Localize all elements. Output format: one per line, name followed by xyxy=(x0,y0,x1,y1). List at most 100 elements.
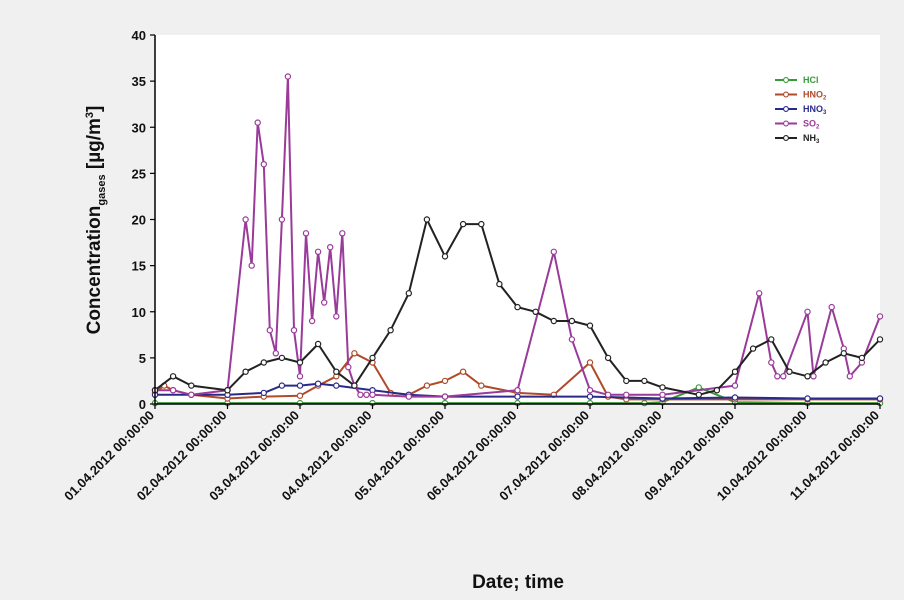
y-tick-label: 30 xyxy=(132,120,146,135)
data-point xyxy=(514,303,521,311)
data-point xyxy=(314,340,322,348)
data-point xyxy=(804,308,811,315)
data-point xyxy=(441,377,449,385)
data-point xyxy=(333,313,340,320)
data-point xyxy=(308,317,316,325)
data-point xyxy=(659,384,666,391)
data-point xyxy=(731,368,739,375)
data-point xyxy=(822,359,829,366)
data-point xyxy=(284,73,292,80)
data-point xyxy=(188,382,195,389)
data-point xyxy=(272,350,279,357)
legend-item: HNO3 xyxy=(775,104,827,116)
data-point xyxy=(478,382,485,389)
data-point xyxy=(876,313,884,320)
legend-item: SO2 xyxy=(775,119,820,131)
series-3 xyxy=(151,73,884,400)
data-point xyxy=(441,253,449,260)
legend-item: HCl xyxy=(775,75,819,85)
data-point xyxy=(840,350,848,357)
data-point xyxy=(260,160,267,168)
data-point xyxy=(623,377,630,385)
data-point xyxy=(321,299,328,306)
data-point xyxy=(695,391,703,398)
data-point xyxy=(532,308,539,315)
data-point xyxy=(641,399,648,407)
y-axis-title-unit: [µg/m xyxy=(84,118,105,174)
data-point xyxy=(623,391,630,398)
data-point xyxy=(345,363,352,371)
data-point xyxy=(290,327,298,334)
data-point xyxy=(357,391,364,398)
data-point xyxy=(405,290,412,297)
data-point xyxy=(604,354,612,362)
data-point xyxy=(514,387,521,394)
data-point xyxy=(296,359,304,366)
data-point xyxy=(550,317,558,325)
data-point xyxy=(369,354,376,362)
legend-item: NH3 xyxy=(775,133,820,145)
data-point xyxy=(339,230,346,237)
data-point xyxy=(514,393,521,400)
data-point xyxy=(810,373,817,380)
plot-area xyxy=(155,35,880,404)
data-point xyxy=(604,391,612,398)
legend-label: SO2 xyxy=(803,119,820,131)
data-point xyxy=(169,387,177,394)
legend-swatch-marker xyxy=(783,120,789,127)
data-point xyxy=(768,359,775,366)
data-point xyxy=(774,373,781,380)
legend-swatch-marker xyxy=(783,135,789,141)
y-tick-label: 15 xyxy=(132,259,146,274)
data-point xyxy=(278,382,286,389)
data-point xyxy=(846,373,854,380)
data-point xyxy=(248,262,255,269)
legend-label: HNO3 xyxy=(803,104,827,116)
data-point xyxy=(780,373,787,380)
data-point xyxy=(459,368,467,375)
data-point xyxy=(314,248,322,255)
data-point xyxy=(731,394,739,401)
y-tick-label: 40 xyxy=(132,28,146,43)
data-point xyxy=(713,387,721,394)
legend-item: HNO2 xyxy=(775,90,827,102)
y-axis-title-unit-close: ] xyxy=(84,106,105,112)
data-point xyxy=(568,317,576,325)
data-point xyxy=(224,387,231,394)
data-point xyxy=(333,382,340,389)
data-point xyxy=(804,373,811,380)
data-point xyxy=(568,336,576,343)
data-point xyxy=(327,243,334,251)
data-point xyxy=(550,248,558,255)
series-line xyxy=(155,382,880,400)
data-point xyxy=(768,336,775,343)
data-point xyxy=(242,368,249,375)
data-point xyxy=(296,382,304,389)
data-point xyxy=(586,387,594,394)
data-point xyxy=(278,354,286,362)
data-point xyxy=(586,359,594,366)
data-point xyxy=(405,393,412,400)
data-point xyxy=(260,389,267,397)
data-point xyxy=(478,220,485,228)
y-tick-label: 5 xyxy=(139,351,146,366)
series-4 xyxy=(151,216,884,398)
data-point xyxy=(659,391,666,398)
data-point xyxy=(369,391,376,398)
legend-swatch-marker xyxy=(783,106,789,112)
data-point xyxy=(459,220,467,228)
data-point xyxy=(314,380,322,387)
data-point xyxy=(423,382,431,389)
x-axis-title: Date; time xyxy=(472,572,564,593)
y-tick-label: 10 xyxy=(132,305,146,320)
data-point xyxy=(804,395,811,402)
data-point xyxy=(731,382,739,389)
data-point xyxy=(363,391,370,398)
data-point xyxy=(333,368,340,375)
series-layer xyxy=(151,73,884,407)
data-point xyxy=(876,336,884,343)
legend-label: HNO2 xyxy=(803,90,827,102)
data-point xyxy=(756,290,763,297)
data-point xyxy=(188,391,195,398)
